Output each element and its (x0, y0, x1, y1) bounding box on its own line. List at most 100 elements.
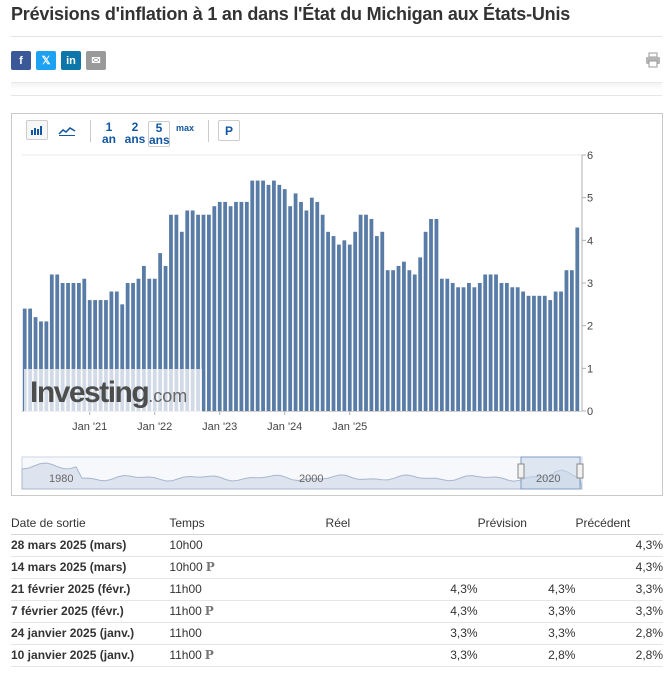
chart-bar[interactable] (120, 304, 125, 411)
chart-bar[interactable] (412, 274, 417, 411)
chart-bar[interactable] (277, 184, 282, 411)
chart-bar[interactable] (331, 236, 336, 411)
chart-bar[interactable] (347, 244, 352, 411)
navigator-left-handle[interactable] (517, 463, 525, 479)
chart-bar[interactable] (521, 291, 526, 411)
chart-bar[interactable] (385, 270, 390, 411)
chart-bar[interactable] (309, 197, 314, 411)
chart-bar[interactable] (98, 300, 103, 411)
facebook-icon[interactable]: f (11, 51, 31, 70)
chart-bar[interactable] (320, 214, 325, 411)
chart-bar[interactable] (499, 283, 504, 411)
chart-bar[interactable] (477, 283, 482, 411)
chart-bar[interactable] (282, 189, 287, 411)
chart-bar[interactable] (212, 206, 217, 411)
header-previous[interactable]: Précédent (575, 512, 663, 535)
chart-bar[interactable] (564, 270, 569, 411)
chart-bar[interactable] (158, 253, 163, 411)
mail-icon[interactable]: ✉ (86, 51, 106, 70)
chart-bar[interactable] (548, 300, 553, 411)
chart-bar[interactable] (185, 210, 190, 411)
chart-bar[interactable] (515, 287, 520, 411)
header-actual[interactable]: Réel (325, 512, 478, 535)
chart-bar[interactable] (217, 201, 222, 411)
range-2-years-button[interactable]: 2 ans (124, 120, 146, 146)
chart-bar[interactable] (353, 231, 358, 411)
chart-bar[interactable] (201, 214, 206, 411)
range-5-years-button[interactable]: 5 ans (148, 121, 170, 147)
line-chart-icon[interactable] (56, 120, 78, 140)
chart-bar[interactable] (136, 278, 141, 411)
chart-bar[interactable] (445, 278, 450, 411)
chart-bar[interactable] (179, 231, 184, 411)
chart-bar[interactable] (439, 278, 444, 411)
chart-bar[interactable] (374, 236, 379, 411)
chart-bar[interactable] (450, 283, 455, 411)
chart-bar[interactable] (33, 317, 38, 411)
range-max-button[interactable]: max (176, 123, 195, 133)
chart-bar[interactable] (44, 321, 49, 411)
chart-bar[interactable] (28, 308, 33, 411)
chart-bar[interactable] (147, 278, 152, 411)
chart-bar[interactable] (391, 270, 395, 411)
chart-bar[interactable] (380, 231, 385, 411)
chart-bar[interactable] (396, 265, 401, 411)
chart-bar[interactable] (93, 300, 98, 411)
chart-bar[interactable] (196, 214, 200, 411)
chart-bar[interactable] (250, 180, 255, 411)
chart-bar[interactable] (342, 240, 347, 411)
chart-bar[interactable] (369, 219, 374, 411)
chart-bar[interactable] (483, 274, 488, 411)
chart-bar[interactable] (163, 265, 168, 411)
range-navigator[interactable]: 1980 2000 2020 (21, 456, 584, 490)
chart-bar[interactable] (223, 201, 228, 411)
chart-bar[interactable] (494, 274, 498, 411)
chart-bar[interactable] (537, 295, 542, 411)
chart-bar[interactable] (553, 291, 558, 411)
chart-bar[interactable] (299, 201, 303, 411)
chart-bar[interactable] (315, 201, 320, 411)
chart-bar[interactable] (402, 261, 406, 411)
chart-bar[interactable] (234, 201, 238, 411)
chart-bar[interactable] (169, 214, 173, 411)
chart-bar[interactable] (104, 300, 108, 411)
chart-bar[interactable] (504, 283, 509, 411)
chart-bar[interactable] (429, 219, 433, 411)
chart-bar[interactable] (456, 287, 460, 411)
chart-bar[interactable] (207, 214, 211, 411)
chart-bar[interactable] (55, 274, 60, 411)
chart-bar[interactable] (407, 270, 412, 411)
range-1-year-button[interactable]: 1 an (101, 120, 116, 146)
chart-bar[interactable] (326, 231, 330, 411)
chart-bar[interactable] (358, 214, 363, 411)
header-release-date[interactable]: Date de sortie (11, 512, 170, 535)
chart-bar[interactable] (288, 206, 293, 411)
twitter-icon[interactable]: 𝕏 (36, 51, 56, 70)
chart-bar[interactable] (472, 287, 477, 411)
chart-bar[interactable] (190, 210, 195, 411)
chart-bar[interactable] (364, 214, 368, 411)
chart-bar[interactable] (60, 283, 65, 411)
chart-bar[interactable] (66, 283, 70, 411)
chart-bar[interactable] (488, 274, 493, 411)
chart-bar[interactable] (434, 219, 439, 411)
chart-bar[interactable] (239, 201, 244, 411)
chart-bar[interactable] (82, 278, 87, 411)
chart-bar[interactable] (76, 283, 81, 411)
chart-bar[interactable] (272, 180, 276, 411)
chart-bar[interactable] (125, 283, 130, 411)
header-time[interactable]: Temps (169, 512, 326, 535)
chart-bar[interactable] (575, 227, 580, 411)
chart-bar[interactable] (569, 270, 574, 411)
chart-bar[interactable] (142, 265, 146, 411)
chart-bar[interactable] (49, 274, 54, 411)
chart-bar[interactable] (174, 214, 179, 411)
chart-bar[interactable] (526, 295, 531, 411)
chart-bar[interactable] (293, 193, 298, 411)
header-forecast[interactable]: Prévision (477, 512, 576, 535)
chart-bar[interactable] (532, 295, 536, 411)
chart-bar[interactable] (109, 291, 114, 411)
chart-bar[interactable] (559, 291, 563, 411)
chart-bar[interactable] (87, 300, 92, 411)
bar-chart-icon[interactable] (26, 120, 48, 140)
